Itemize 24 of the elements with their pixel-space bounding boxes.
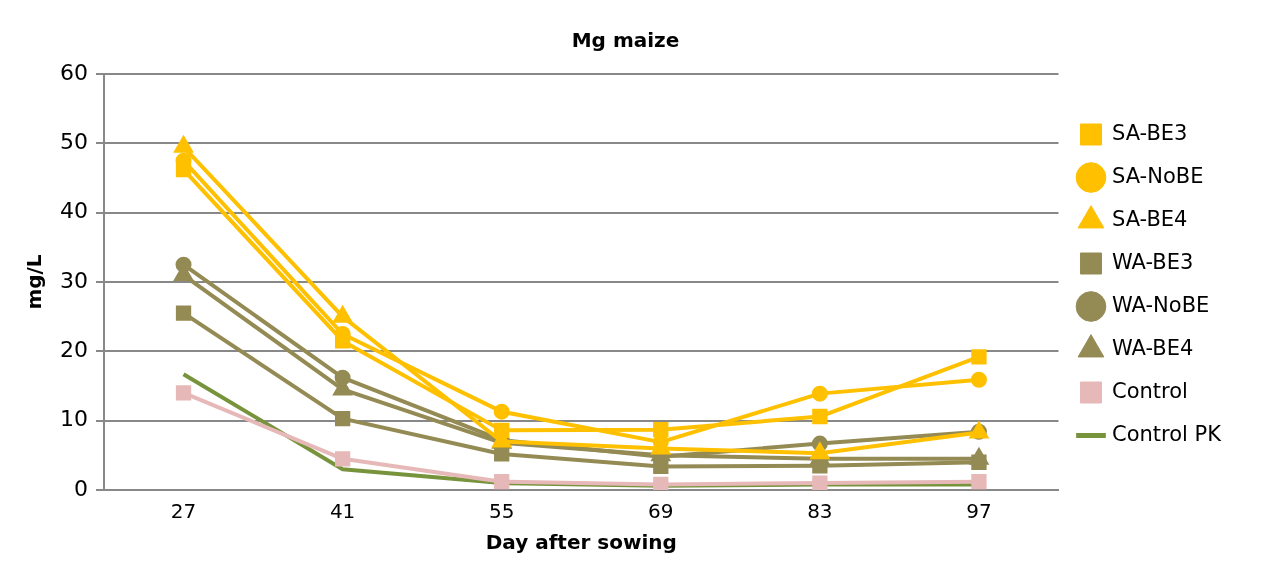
- x-tick-label: 83: [807, 499, 833, 524]
- y-tick-label: 30: [59, 267, 88, 293]
- y-tick-label: 20: [59, 337, 88, 363]
- x-tick-label: 41: [329, 499, 356, 524]
- x-tick-label: 27: [170, 499, 197, 524]
- legend-label: WA-BE4: [1111, 335, 1194, 360]
- x-tick-label: 97: [966, 499, 992, 524]
- legend-label: SA-NoBE: [1111, 163, 1204, 188]
- x-tick-label: 69: [648, 499, 674, 524]
- legend-label: WA-NoBE: [1111, 292, 1210, 317]
- y-tick-label: 60: [59, 59, 88, 85]
- x-axis-title: Day after sowing: [485, 530, 677, 555]
- y-tick-label: 10: [59, 406, 88, 432]
- legend-label: SA-BE3: [1111, 120, 1188, 145]
- legend-label: Control PK: [1111, 421, 1223, 446]
- y-tick-label: 50: [59, 129, 88, 155]
- y-tick-label: 0: [73, 475, 88, 501]
- y-axis-title: mg/L: [22, 254, 47, 310]
- legend-label: WA-BE3: [1111, 249, 1194, 274]
- legend-label: Control: [1111, 378, 1188, 403]
- legend-label: SA-BE4: [1111, 206, 1188, 231]
- chart-title: Mg maize: [571, 28, 680, 53]
- y-tick-label: 40: [59, 198, 88, 224]
- x-tick-label: 55: [488, 499, 515, 524]
